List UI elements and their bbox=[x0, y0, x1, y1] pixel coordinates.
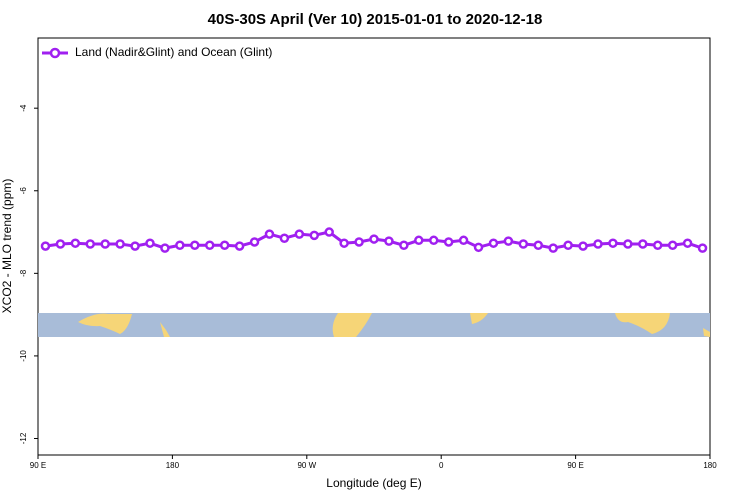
plot-frame bbox=[37, 37, 711, 456]
point bbox=[428, 235, 439, 246]
point bbox=[160, 243, 170, 253]
point bbox=[667, 240, 678, 251]
point bbox=[473, 242, 484, 253]
chart-title: 40S-30S April (Ver 10) 2015-01-01 to 202… bbox=[208, 11, 543, 28]
point bbox=[219, 240, 230, 251]
point bbox=[70, 238, 81, 248]
point bbox=[264, 229, 275, 239]
point bbox=[130, 241, 140, 251]
y-tick-label: -8 bbox=[19, 269, 28, 277]
point bbox=[608, 238, 618, 248]
point bbox=[623, 239, 633, 249]
point bbox=[563, 240, 573, 251]
point bbox=[190, 240, 200, 251]
point bbox=[384, 236, 394, 246]
legend-marker bbox=[49, 47, 61, 59]
x-tick-label: 90 E bbox=[30, 461, 46, 470]
point bbox=[533, 240, 544, 251]
point bbox=[682, 238, 693, 248]
point bbox=[458, 235, 469, 246]
point bbox=[40, 241, 51, 251]
x-tick-label: 90 W bbox=[297, 461, 316, 470]
y-axis-label: XCO2 - MLO trend (ppm) bbox=[0, 179, 14, 314]
point bbox=[249, 237, 260, 247]
point bbox=[145, 238, 155, 248]
point bbox=[204, 240, 215, 251]
point bbox=[85, 239, 96, 249]
point bbox=[443, 237, 454, 247]
y-tick-label: -4 bbox=[19, 104, 28, 112]
legend-label: Land (Nadir&Glint) and Ocean (Glint) bbox=[75, 45, 272, 59]
point bbox=[399, 240, 409, 251]
x-axis-label: Longitude (deg E) bbox=[326, 476, 421, 490]
point bbox=[652, 240, 663, 251]
point bbox=[518, 239, 529, 249]
point bbox=[100, 239, 110, 249]
point bbox=[309, 230, 320, 241]
map-band bbox=[38, 313, 710, 337]
point bbox=[414, 235, 424, 246]
point bbox=[369, 234, 379, 244]
point bbox=[234, 241, 245, 251]
point bbox=[593, 239, 603, 249]
x-tick-label: 90 E bbox=[567, 461, 583, 470]
y-tick-label: -12 bbox=[19, 432, 28, 444]
point bbox=[339, 238, 349, 248]
point bbox=[115, 239, 125, 249]
x-tick-label: 180 bbox=[703, 461, 717, 470]
point bbox=[578, 241, 588, 251]
x-tick-label: 180 bbox=[166, 461, 180, 470]
point bbox=[548, 243, 558, 253]
point bbox=[324, 227, 334, 237]
point bbox=[354, 237, 364, 247]
y-tick-label: -10 bbox=[19, 350, 28, 362]
point bbox=[175, 240, 185, 251]
y-tick-label: -6 bbox=[19, 187, 28, 195]
point bbox=[697, 243, 708, 253]
point bbox=[55, 239, 66, 249]
point bbox=[503, 236, 514, 246]
point bbox=[488, 238, 499, 248]
point bbox=[279, 233, 290, 243]
point bbox=[294, 229, 305, 239]
point bbox=[638, 239, 648, 249]
x-tick-label: 0 bbox=[439, 461, 444, 470]
